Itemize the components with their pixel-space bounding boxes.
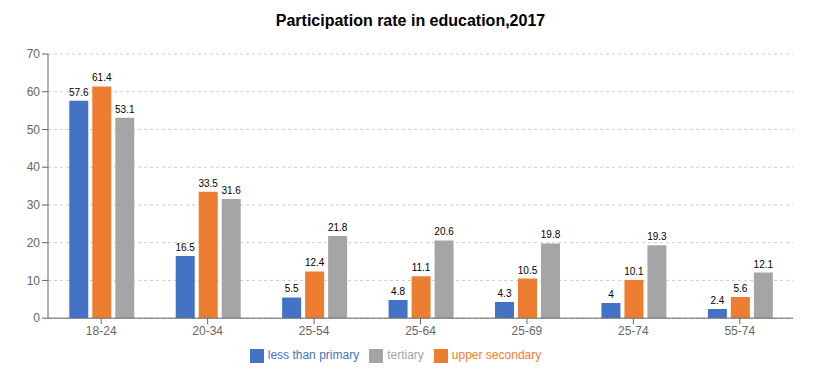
svg-text:25-64: 25-64	[405, 324, 436, 338]
svg-text:16.5: 16.5	[175, 242, 195, 253]
svg-text:18-24: 18-24	[86, 324, 117, 338]
svg-text:25-74: 25-74	[618, 324, 649, 338]
html-text:Participation rate in educatio: Participation rate in education,2017	[275, 12, 546, 29]
svg-text:33.5: 33.5	[198, 178, 218, 189]
svg-text:57.6: 57.6	[69, 87, 89, 98]
svg-text:20: 20	[27, 236, 41, 250]
svg-text:4.8: 4.8	[391, 286, 405, 297]
svg-text:5.6: 5.6	[733, 283, 747, 294]
svg-text:2.4: 2.4	[710, 295, 724, 306]
svg-text:12.4: 12.4	[305, 257, 325, 268]
svg-text:10.1: 10.1	[624, 266, 644, 277]
svg-text:4: 4	[608, 289, 614, 300]
svg-text:5.5: 5.5	[285, 283, 299, 294]
svg-text:60: 60	[27, 85, 41, 99]
html-text:upper secondary: upper secondary	[451, 348, 542, 363]
svg-text:11.1: 11.1	[412, 262, 431, 273]
svg-text:0: 0	[33, 311, 40, 325]
svg-text:12.1: 12.1	[754, 259, 774, 270]
svg-text:25-69: 25-69	[512, 324, 543, 338]
svg-text:55-74: 55-74	[724, 324, 755, 338]
svg-text:10.5: 10.5	[518, 265, 538, 276]
svg-text:70: 70	[27, 47, 41, 61]
svg-text:40: 40	[27, 160, 41, 174]
svg-text:4.3: 4.3	[498, 288, 512, 299]
svg-text:53.1: 53.1	[115, 104, 135, 115]
svg-text:25-54: 25-54	[299, 324, 330, 338]
svg-text:10: 10	[27, 274, 41, 288]
svg-text:21.8: 21.8	[328, 222, 348, 233]
svg-text:30: 30	[27, 198, 41, 212]
svg-text:19.8: 19.8	[541, 229, 561, 240]
svg-text:19.3: 19.3	[647, 231, 667, 242]
svg-text:20.6: 20.6	[434, 226, 454, 237]
svg-text:31.6: 31.6	[221, 185, 241, 196]
html-text:tertiary: tertiary	[387, 348, 424, 363]
svg-text:50: 50	[27, 123, 41, 137]
svg-text:20-34: 20-34	[192, 324, 223, 338]
svg-text:61.4: 61.4	[92, 72, 112, 83]
html-text:less than primary: less than primary	[267, 348, 360, 363]
